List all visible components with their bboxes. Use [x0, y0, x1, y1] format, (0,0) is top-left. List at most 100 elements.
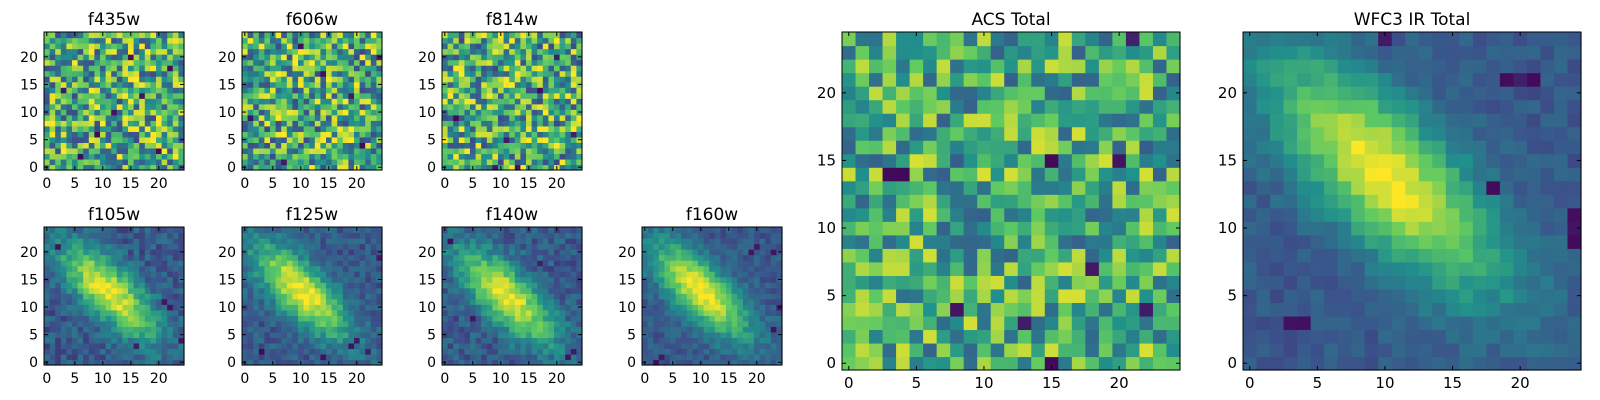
heatmap-cell	[161, 92, 168, 99]
heatmap-cell	[258, 342, 265, 350]
heatmap-cell	[66, 158, 73, 166]
heatmap-cell	[365, 293, 372, 300]
heatmap-cell	[72, 254, 79, 261]
heatmap-cell	[83, 131, 90, 138]
heatmap-cell	[258, 227, 265, 234]
heatmap-cell	[670, 326, 677, 333]
heatmap-cell	[855, 356, 870, 371]
heatmap-cell	[548, 249, 555, 256]
heatmap-cell	[492, 43, 499, 50]
heatmap-cell	[348, 76, 355, 83]
heatmap-cell	[359, 92, 366, 99]
heatmap-cell	[464, 265, 471, 272]
heatmap-cell	[298, 232, 305, 239]
heatmap-cell	[88, 320, 95, 327]
heatmap-cell	[554, 54, 561, 61]
heatmap-cell	[498, 271, 505, 278]
heatmap-cell	[1166, 356, 1181, 371]
heatmap-cell	[354, 131, 361, 138]
heatmap-cell	[172, 43, 179, 50]
heatmap-cell	[1125, 302, 1141, 317]
heatmap-cell	[520, 120, 527, 127]
heatmap-cell	[55, 320, 62, 327]
heatmap-cell	[100, 43, 107, 50]
heatmap-cell	[60, 109, 67, 116]
heatmap-cell	[264, 265, 271, 272]
heatmap-cell	[242, 125, 249, 132]
heatmap-cell	[447, 54, 454, 61]
heatmap-cell	[105, 142, 112, 149]
heatmap-cell	[526, 282, 533, 289]
heatmap-cell	[156, 342, 163, 350]
heatmap-cell	[882, 275, 897, 290]
heatmap-cell	[509, 254, 516, 261]
heatmap-cell	[950, 315, 965, 331]
heatmap-cell	[359, 153, 366, 160]
heatmap-cell	[520, 59, 527, 66]
heatmap-cell	[936, 207, 951, 222]
heatmap-cell	[309, 158, 316, 166]
heatmap-cell	[1058, 342, 1073, 358]
heatmap-cell	[94, 282, 101, 289]
heatmap-cell	[331, 109, 338, 116]
heatmap-cell	[726, 320, 733, 327]
heatmap-cell	[161, 353, 168, 361]
heatmap-cell	[286, 153, 293, 160]
heatmap-cell	[470, 309, 477, 316]
heatmap-cell	[275, 282, 282, 289]
heatmap-cell	[342, 232, 349, 239]
heatmap-cell	[348, 142, 355, 149]
heatmap-cell	[370, 158, 377, 166]
heatmap-cell	[309, 348, 316, 355]
heatmap-cell	[896, 288, 911, 303]
heatmap-cell	[309, 131, 316, 138]
heatmap-cell	[692, 342, 699, 350]
heatmap-cell	[720, 304, 727, 311]
heatmap-cell	[458, 98, 465, 105]
heatmap-cell	[442, 147, 449, 155]
heatmap-cell	[320, 232, 327, 239]
heatmap-cell	[275, 158, 282, 166]
heatmap-cell	[565, 232, 572, 239]
heatmap-cell	[247, 125, 254, 132]
heatmap-cell	[292, 260, 299, 267]
heatmap-cell	[453, 92, 460, 99]
heatmap-cell	[286, 254, 293, 261]
heatmap-cell	[658, 315, 665, 322]
heatmap-cell	[1017, 329, 1032, 344]
heatmap-cell	[503, 70, 510, 77]
heatmap-cell	[116, 232, 123, 239]
heatmap-cell	[139, 353, 146, 361]
heatmap-cell	[144, 98, 151, 105]
heatmap-cell	[492, 147, 499, 155]
heatmap-cell	[139, 293, 146, 300]
heatmap-cell	[554, 59, 561, 66]
heatmap-cell	[542, 337, 549, 344]
heatmap-cell	[326, 76, 333, 83]
heatmap-cell	[514, 304, 521, 311]
heatmap-cell	[714, 326, 721, 333]
heatmap-cell	[320, 87, 327, 94]
heatmap-cell	[869, 234, 884, 249]
heatmap-cell	[365, 227, 372, 234]
y-tick-label: 0	[227, 160, 236, 176]
heatmap-cell	[133, 164, 140, 171]
heatmap-cell	[526, 304, 533, 311]
heatmap-cell	[520, 114, 527, 121]
heatmap-cell	[66, 265, 73, 272]
heatmap-cell	[348, 287, 355, 294]
heatmap-cell	[242, 243, 249, 250]
heatmap-cell	[370, 65, 377, 72]
heatmap-cell	[526, 326, 533, 333]
heatmap-cell	[44, 254, 51, 261]
heatmap-cell	[869, 248, 884, 263]
heatmap-cell	[442, 348, 449, 355]
heatmap-cell	[486, 76, 493, 83]
heatmap-cell	[247, 109, 254, 116]
heatmap-cell	[576, 98, 583, 105]
heatmap-cell	[122, 315, 129, 322]
heatmap-cell	[298, 337, 305, 344]
heatmap-cell	[167, 337, 174, 344]
heatmap-cell	[320, 271, 327, 278]
heatmap-cell	[726, 265, 733, 272]
